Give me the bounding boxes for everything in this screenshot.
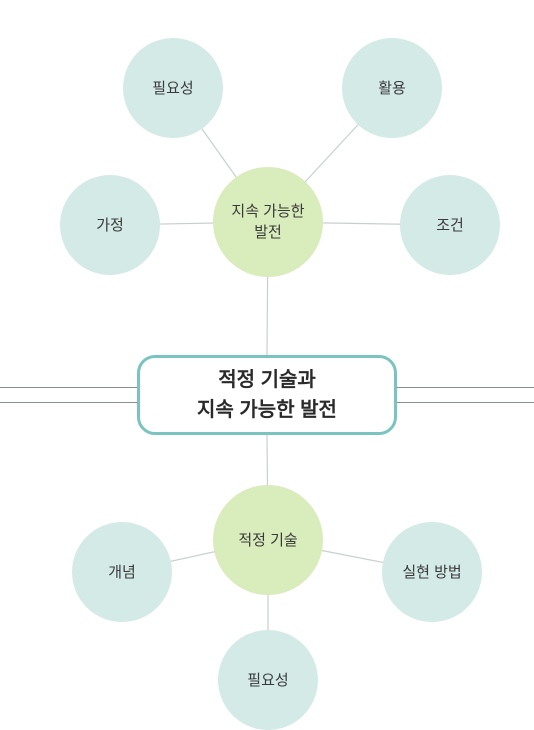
leaf-concept: 개념: [72, 522, 172, 622]
leaf-condition: 조건: [400, 175, 500, 275]
leaf-necessity-bottom: 필요성: [218, 630, 318, 730]
leaf-label: 실현 방법: [402, 562, 461, 583]
hub-appropriate-technology: 적정 기술: [213, 485, 323, 595]
leaf-label: 필요성: [152, 78, 193, 99]
center-topic-box: 적정 기술과 지속 가능한 발전: [137, 355, 397, 435]
leaf-assumption: 가정: [60, 175, 160, 275]
leaf-necessity: 필요성: [123, 38, 223, 138]
hub-sustainable-development: 지속 가능한발전: [213, 167, 323, 277]
leaf-label: 필요성: [247, 670, 288, 691]
leaf-utilization: 활용: [342, 38, 442, 138]
hub-label: 지속 가능한발전: [231, 201, 304, 243]
leaf-label: 가정: [96, 215, 124, 236]
leaf-label: 조건: [436, 215, 464, 236]
leaf-method: 실현 방법: [382, 522, 482, 622]
mindmap-canvas: 지속 가능한발전 적정 기술 필요성 활용 가정 조건 개념 실현 방법 필요성…: [0, 0, 534, 730]
leaf-label: 활용: [378, 78, 406, 99]
center-title-line1: 적정 기술과: [218, 365, 316, 395]
leaf-label: 개념: [108, 562, 136, 583]
hub-label: 적정 기술: [238, 530, 297, 551]
center-title-line2: 지속 가능한 발전: [197, 395, 337, 425]
